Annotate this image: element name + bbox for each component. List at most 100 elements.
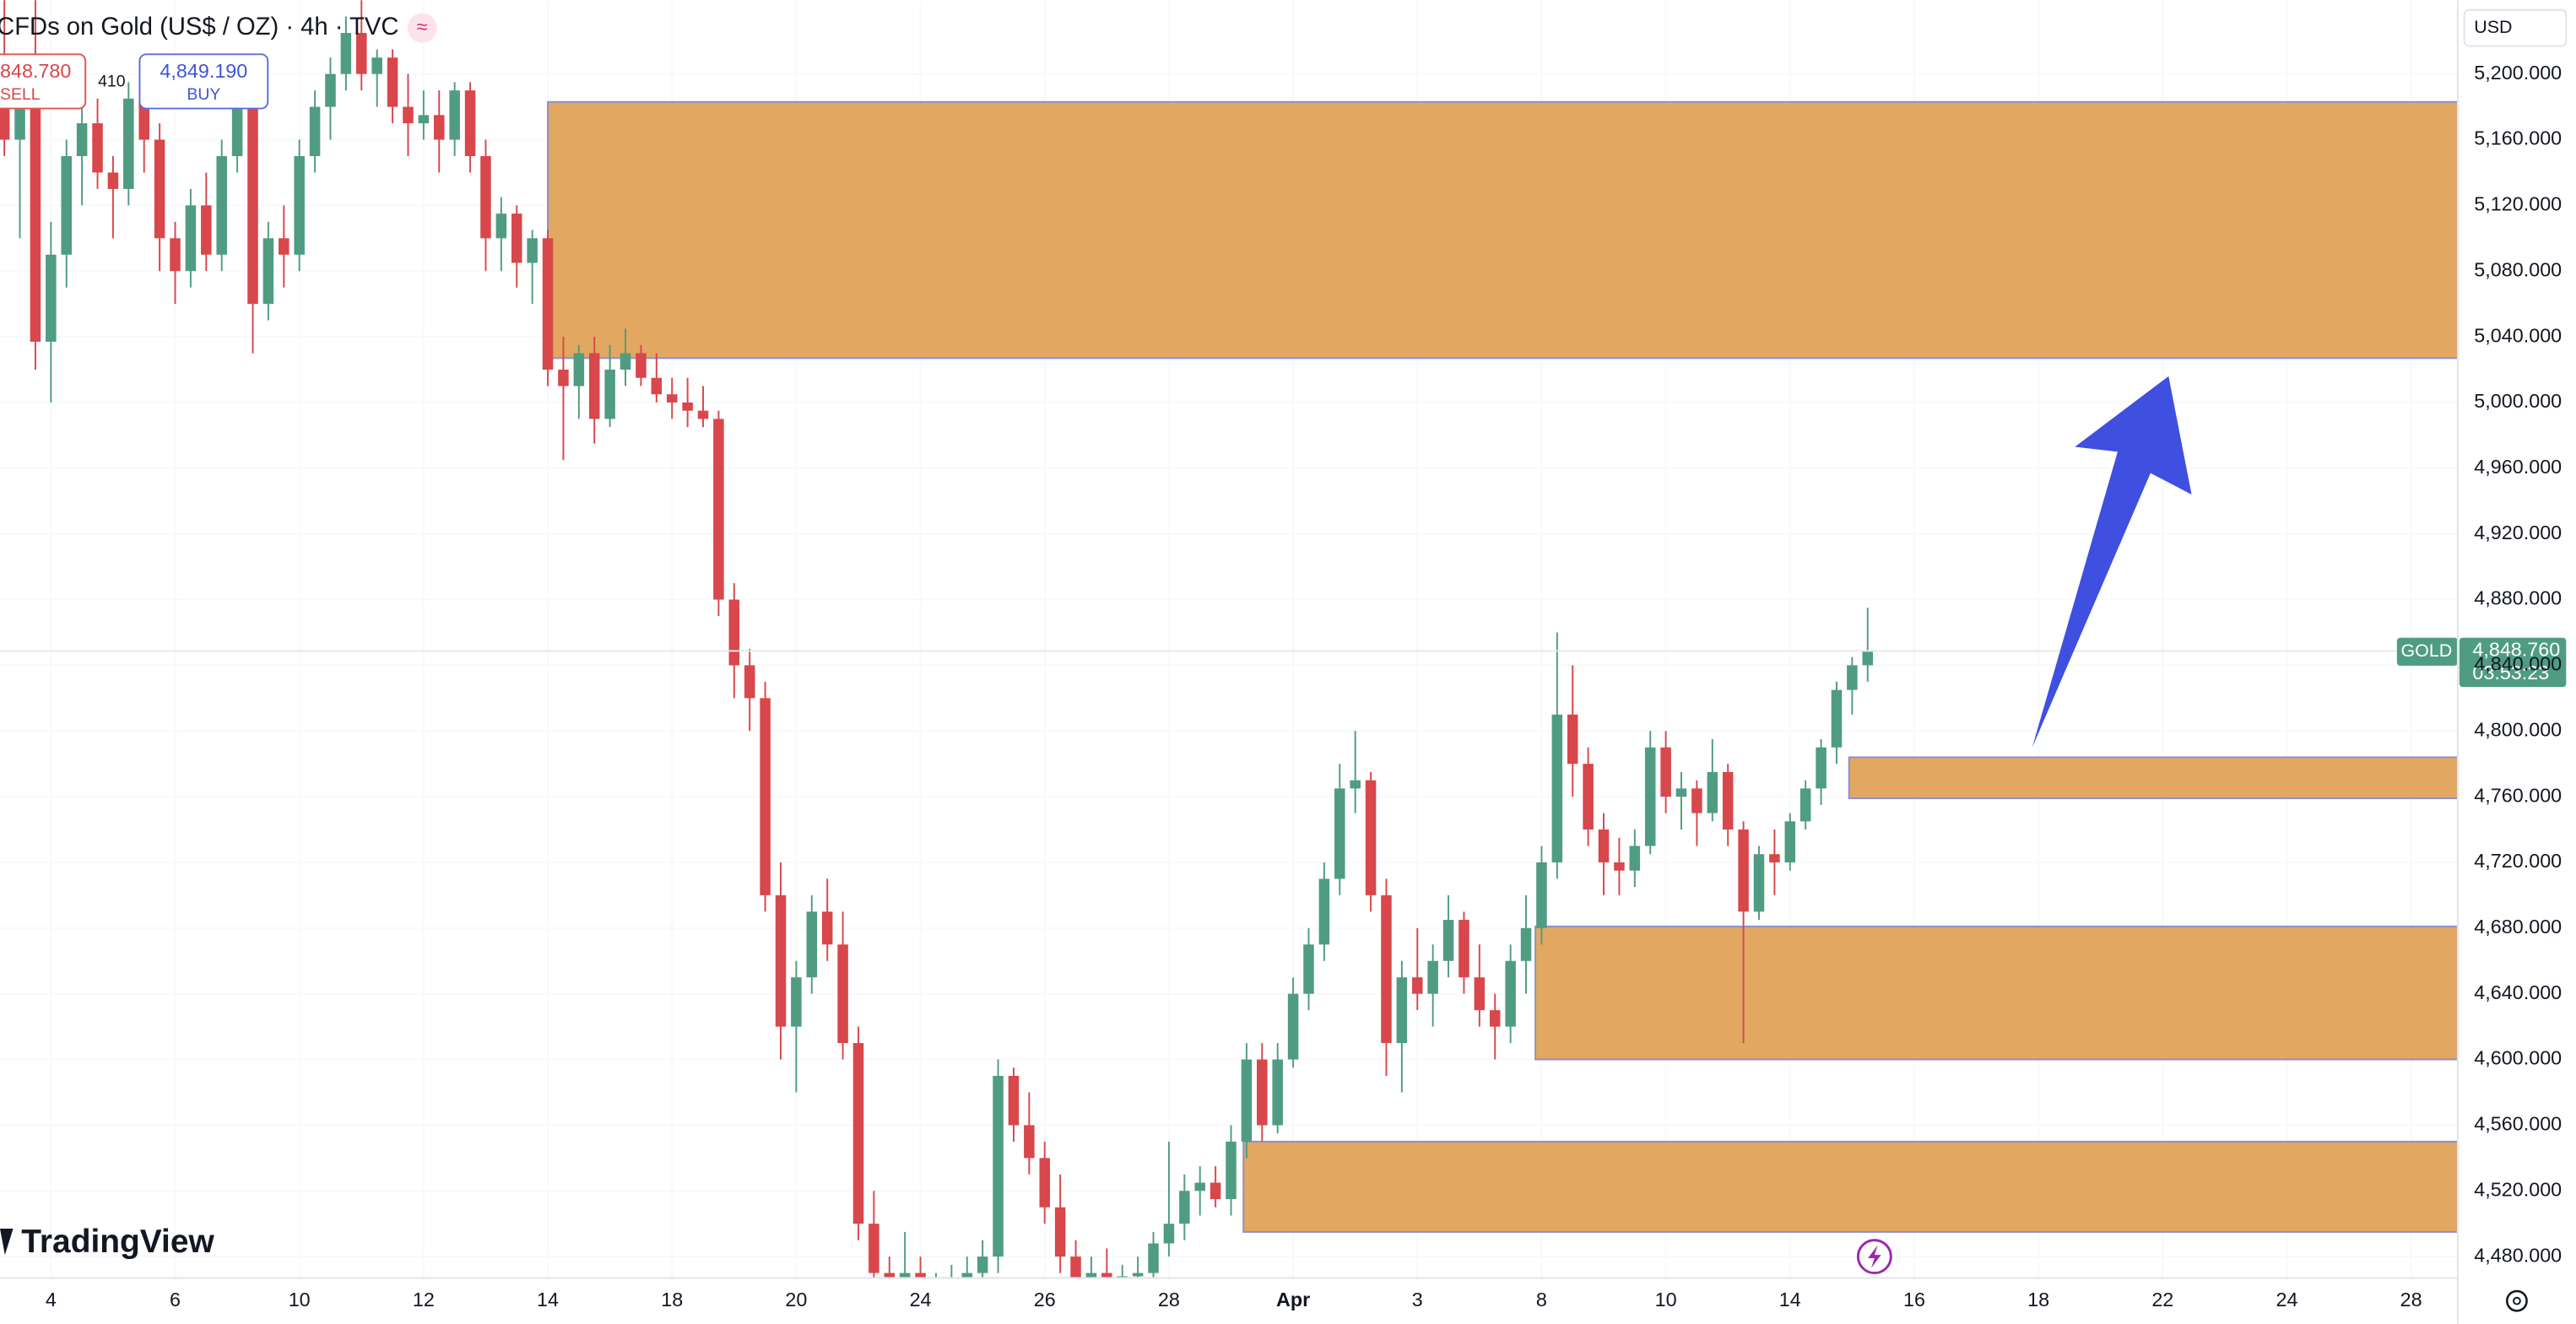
zone <box>1848 756 2458 800</box>
candle-body <box>806 911 818 978</box>
sell-price: 848.780 <box>0 60 71 82</box>
y-tick-label: 4,600.000 <box>2474 1047 2562 1069</box>
candle-body <box>1179 1191 1190 1224</box>
candle-body <box>1769 854 1780 862</box>
chart-title: CFDs on Gold (US$ / OZ) · 4h · TVC <box>0 14 398 41</box>
buy-price: 4,849.190 <box>160 60 247 82</box>
candle-body <box>1427 960 1438 994</box>
candle-body <box>1520 927 1532 961</box>
candle-body <box>1272 1059 1283 1126</box>
candle-body <box>760 698 771 895</box>
candle-body <box>666 394 678 403</box>
candle-body <box>728 599 740 666</box>
candle-body <box>1629 846 1641 871</box>
candle-body <box>340 33 352 74</box>
y-tick-label: 5,160.000 <box>2474 127 2562 149</box>
candle-body <box>1660 747 1671 797</box>
candle-body <box>1194 1182 1205 1192</box>
candle-body <box>604 370 615 419</box>
candle-body <box>558 370 569 386</box>
candle-body <box>1614 862 1625 871</box>
candle-body <box>869 1224 879 1273</box>
candle-body <box>1132 1273 1144 1277</box>
candle-body <box>1008 1076 1020 1126</box>
candle-body <box>403 106 414 124</box>
candle-body <box>1753 854 1765 912</box>
settings-icon[interactable] <box>2505 1289 2528 1312</box>
currency: USD <box>2474 17 2512 37</box>
candle-body <box>899 1273 911 1278</box>
candle-body <box>480 156 491 239</box>
candle-body <box>262 238 274 305</box>
candle-body <box>993 1076 1004 1257</box>
candle-body <box>76 123 88 156</box>
candle-body <box>1784 821 1796 862</box>
y-tick-label: 4,760.000 <box>2474 784 2562 806</box>
candle-body <box>744 665 755 699</box>
y-tick-label: 4,840.000 <box>2474 653 2562 675</box>
x-tick-label: 26 <box>1034 1289 1056 1310</box>
currency-button[interactable] <box>2463 8 2568 47</box>
x-tick-label: 6 <box>170 1289 181 1310</box>
brand: TradingView <box>21 1224 214 1260</box>
candle-body <box>464 90 476 156</box>
buy-button[interactable] <box>138 53 269 110</box>
candle-body <box>527 238 538 263</box>
candle-body <box>1241 1059 1253 1142</box>
candle-body <box>107 172 119 189</box>
candle-body <box>791 977 802 1027</box>
candle-body <box>852 1043 864 1224</box>
lightning-glyph <box>1868 1245 1881 1268</box>
y-tick-label: 4,640.000 <box>2474 981 2562 1003</box>
candle-body <box>713 419 724 600</box>
candle-body <box>961 1273 973 1278</box>
candle-body <box>1226 1141 1237 1199</box>
candle-body <box>279 238 290 255</box>
candle-body <box>123 98 134 189</box>
candle-body <box>1707 771 1718 813</box>
x-tick-label: 4 <box>46 1289 57 1310</box>
candle-body <box>1287 993 1299 1060</box>
candle-body <box>1505 960 1516 1027</box>
x-tick-label: 18 <box>661 1289 683 1310</box>
candle-body <box>92 123 103 173</box>
y-tick-label: 5,200.000 <box>2474 62 2562 84</box>
y-tick-label: 5,000.000 <box>2474 390 2562 412</box>
candle-body <box>1412 977 1423 994</box>
candles <box>0 0 1874 1278</box>
arrow <box>2032 376 2192 748</box>
candle-body <box>1396 977 1408 1044</box>
candle-body <box>573 353 585 386</box>
candle-body <box>387 57 398 107</box>
indicator-icon[interactable] <box>407 13 437 43</box>
zone <box>1242 1140 2458 1233</box>
spread: 410 <box>98 73 126 91</box>
candle-body <box>977 1256 988 1273</box>
candle-body <box>1551 714 1563 862</box>
sell-button[interactable] <box>0 53 87 110</box>
y-tick-label: 4,560.000 <box>2474 1113 2562 1135</box>
candle-body <box>1381 894 1392 1044</box>
candle-body <box>1257 1059 1268 1126</box>
candle-body <box>1365 780 1377 895</box>
x-tick-label: 10 <box>1655 1289 1677 1310</box>
candle-body <box>1148 1243 1159 1273</box>
y-tick-label: 5,040.000 <box>2474 324 2562 346</box>
candle-body <box>61 156 72 255</box>
candle-body <box>356 33 367 74</box>
candle-body <box>30 90 41 342</box>
candle-body <box>1334 788 1345 879</box>
x-tick-label: 28 <box>2400 1289 2422 1310</box>
candle-body <box>1474 977 1486 1011</box>
candle-body <box>294 156 305 255</box>
x-tick-label: 14 <box>1779 1289 1801 1310</box>
candle-body <box>588 353 600 419</box>
y-tick-label: 4,960.000 <box>2474 456 2562 478</box>
candle-body <box>1799 788 1811 822</box>
buy-label: BUY <box>187 85 220 104</box>
candle-body <box>1675 788 1687 797</box>
candle-body <box>682 402 693 411</box>
